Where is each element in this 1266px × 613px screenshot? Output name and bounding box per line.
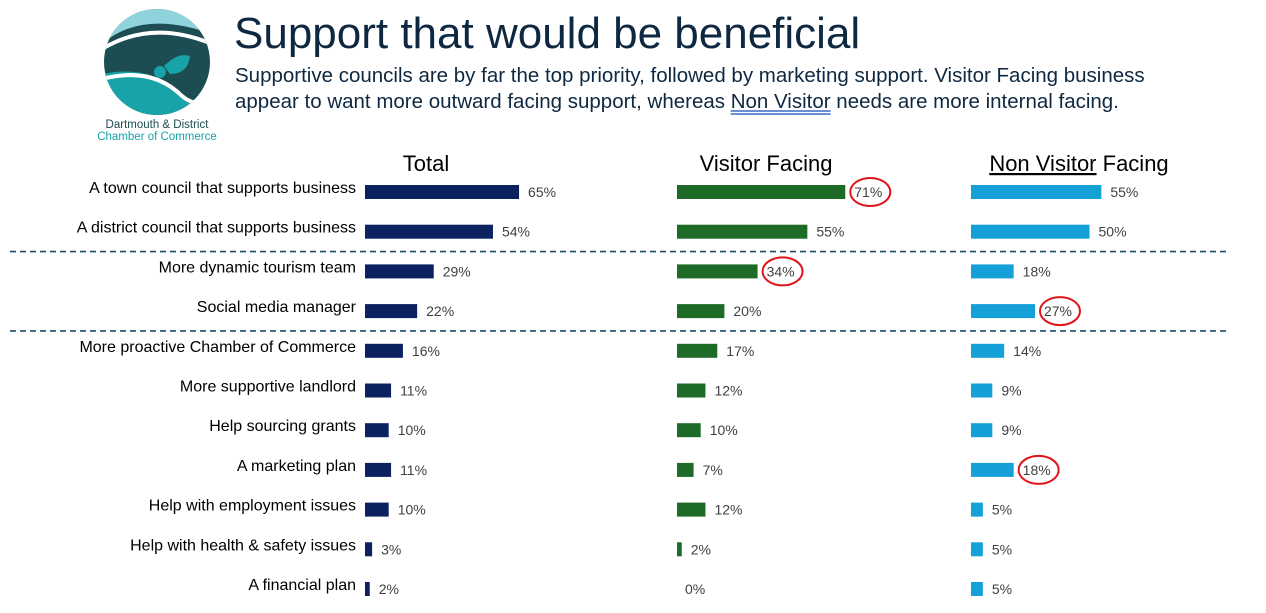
- bar: [365, 304, 418, 319]
- data-label: 50%: [1099, 224, 1127, 240]
- bar: [365, 383, 392, 398]
- data-label: 5%: [992, 581, 1012, 597]
- bar: [677, 462, 694, 477]
- data-label: 5%: [992, 541, 1012, 557]
- category-label: Help with employment issues: [149, 498, 356, 515]
- highlight-circle: [849, 177, 892, 207]
- bar: [365, 582, 370, 596]
- category-label: Social media manager: [197, 299, 357, 316]
- subtitle-text-end: needs are more internal facing.: [830, 90, 1119, 113]
- data-label: 55%: [816, 224, 844, 240]
- subtitle-text: Supportive councils are by far the top p…: [235, 64, 1145, 113]
- bar: [971, 185, 1102, 199]
- bar: [677, 502, 706, 517]
- data-label: 22%: [426, 303, 454, 319]
- bar: [971, 343, 1005, 358]
- data-label: 5%: [992, 502, 1012, 518]
- series-header: Visitor Facing: [700, 151, 833, 176]
- series-header: Non Visitor Facing: [989, 151, 1168, 176]
- bar: [677, 542, 682, 557]
- subtitle-underlined: Non Visitor: [730, 90, 831, 113]
- category-label: Help sourcing grants: [209, 418, 356, 435]
- category-label: A town council that supports business: [89, 180, 356, 197]
- bar: [365, 423, 389, 438]
- data-label: 0%: [685, 581, 705, 597]
- data-label: 12%: [714, 502, 742, 518]
- data-label: 11%: [400, 383, 427, 399]
- category-label: A district council that supports busines…: [77, 220, 356, 237]
- data-label: 54%: [502, 224, 530, 240]
- bar: [365, 462, 392, 477]
- data-label: 18%: [1023, 263, 1051, 279]
- category-label: Help with health & safety issues: [130, 537, 356, 554]
- bar: [365, 264, 434, 279]
- category-label: More proactive Chamber of Commerce: [79, 339, 356, 356]
- data-label: 20%: [733, 303, 761, 319]
- bar: [365, 542, 373, 557]
- bar: [677, 383, 706, 398]
- data-label: 16%: [412, 343, 440, 359]
- series-header-main: Non Visitor: [989, 151, 1096, 176]
- category-label: More dynamic tourism team: [159, 259, 356, 276]
- data-label: 9%: [1001, 422, 1021, 438]
- bar: [365, 502, 389, 517]
- series-header-suffix: Facing: [1097, 151, 1169, 176]
- data-label: 65%: [528, 184, 556, 200]
- page-title: Support that would be beneficial: [234, 9, 861, 58]
- bar: [971, 542, 983, 557]
- logo-line2: Chamber of Commerce: [97, 131, 217, 143]
- series-header-main: Total: [403, 151, 449, 176]
- data-label: 14%: [1013, 343, 1041, 359]
- bar: [677, 423, 701, 438]
- category-label: More supportive landlord: [180, 379, 356, 396]
- category-label: A marketing plan: [237, 458, 356, 475]
- data-label: 12%: [714, 383, 742, 399]
- data-label: 10%: [398, 502, 426, 518]
- logo-line1: Dartmouth & District: [106, 119, 210, 131]
- bar: [365, 185, 520, 199]
- bar: [971, 502, 983, 517]
- bar: [365, 343, 403, 358]
- highlight-circle: [761, 256, 804, 287]
- data-label: 9%: [1001, 383, 1021, 399]
- series-header: Total: [403, 151, 449, 176]
- data-label: 71%: [854, 184, 882, 200]
- data-label: 27%: [1044, 303, 1072, 319]
- page-subtitle: Supportive councils are by far the top p…: [235, 63, 1175, 115]
- data-label: 10%: [710, 422, 738, 438]
- data-label: 34%: [767, 263, 795, 279]
- bar: [677, 304, 725, 319]
- data-label: 11%: [400, 462, 427, 478]
- bar: [971, 264, 1014, 279]
- bar: [971, 383, 993, 398]
- bar: [971, 462, 1014, 477]
- chamber-logo: Dartmouth & District Chamber of Commerce: [97, 9, 217, 143]
- highlight-circle: [1038, 296, 1081, 327]
- data-label: 2%: [691, 541, 711, 557]
- data-label: 3%: [381, 541, 401, 557]
- data-label: 7%: [703, 462, 723, 478]
- bar: [971, 304, 1035, 319]
- data-label: 18%: [1023, 462, 1051, 478]
- data-label: 10%: [398, 422, 426, 438]
- category-label: A financial plan: [248, 577, 356, 594]
- bar: [677, 264, 758, 279]
- bar: [365, 224, 493, 239]
- bar: [971, 582, 983, 596]
- bar: [677, 343, 718, 358]
- bar: [971, 423, 993, 438]
- data-label: 2%: [379, 581, 399, 597]
- bar: [971, 224, 1090, 239]
- data-label: 17%: [726, 343, 754, 359]
- data-label: 55%: [1110, 184, 1138, 200]
- highlight-circle: [1017, 454, 1060, 485]
- bar: [677, 224, 808, 239]
- series-header-main: Visitor Facing: [700, 151, 833, 176]
- bar: [677, 185, 846, 199]
- data-label: 29%: [443, 263, 471, 279]
